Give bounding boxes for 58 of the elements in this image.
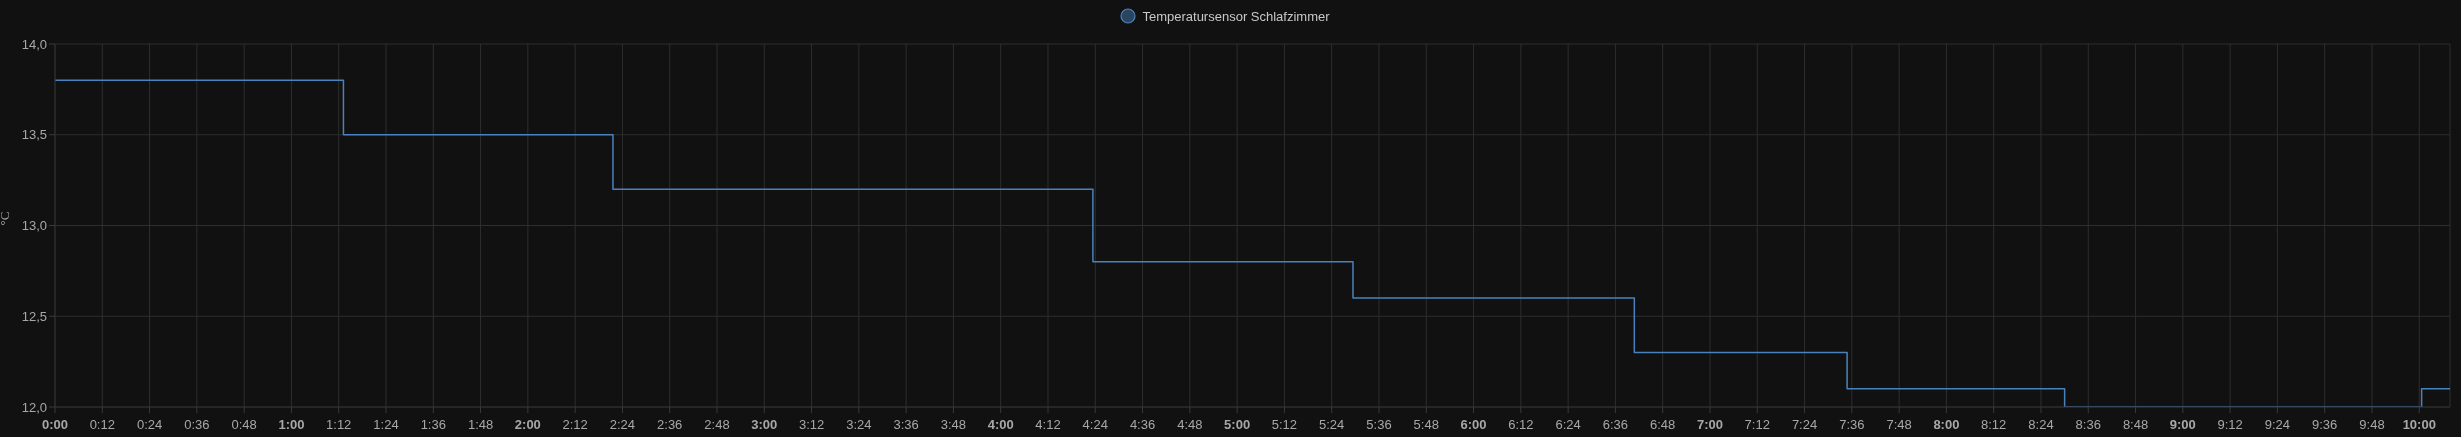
x-tick-label: 2:12 [562, 417, 588, 432]
y-tick-label: 13,5 [21, 127, 47, 143]
x-tick-label: 5:24 [1319, 417, 1345, 432]
x-tick-label: 0:24 [136, 417, 163, 432]
x-tick-label: 4:48 [1177, 417, 1203, 432]
x-tick-label: 0:36 [184, 417, 210, 432]
x-tick-label: 2:36 [657, 417, 683, 432]
x-tick-label: 9:36 [2312, 417, 2338, 432]
x-tick-label: 3:36 [893, 417, 919, 432]
y-tick-label: 12,5 [21, 308, 47, 324]
x-tick-label: 7:36 [1839, 417, 1865, 432]
x-tick-label: 5:00 [1224, 417, 1251, 432]
x-tick-label: 8:48 [2122, 417, 2149, 432]
x-tick-label: 2:48 [704, 417, 730, 432]
x-tick-label: 1:12 [326, 417, 352, 432]
x-tick-label: 6:24 [1555, 417, 1581, 432]
x-tick-label: 3:12 [798, 417, 825, 432]
x-tick-label: 9:24 [2264, 417, 2291, 432]
legend-label: Temperatursensor Schlafzimmer [1141, 8, 1330, 24]
x-tick-label: 4:12 [1035, 417, 1061, 432]
x-tick-label: 8:00 [1933, 417, 1960, 432]
x-tick-label: 2:00 [514, 417, 541, 432]
x-tick-label: 4:24 [1082, 417, 1108, 432]
x-tick-label: 9:00 [2169, 417, 2196, 432]
x-tick-label: 6:12 [1508, 417, 1534, 432]
y-tick-label: 13,0 [21, 218, 47, 234]
x-tick-label: 0:00 [41, 417, 69, 432]
x-tick-label: 3:24 [846, 417, 872, 432]
x-tick-label: 5:48 [1413, 417, 1439, 432]
y-tick-label: 12,0 [21, 399, 47, 415]
x-tick-label: 6:48 [1650, 417, 1676, 432]
x-tick-label: 0:12 [89, 417, 115, 432]
x-tick-label: 9:48 [2359, 417, 2385, 432]
x-tick-label: 7:48 [1886, 417, 1912, 432]
y-axis-title: °C [0, 211, 12, 226]
x-tick-label: 6:36 [1602, 417, 1629, 432]
y-tick-label: 14,0 [21, 36, 47, 52]
x-tick-label: 1:24 [373, 417, 399, 432]
x-tick-label: 2:24 [609, 417, 636, 432]
x-tick-label: 7:12 [1744, 417, 1770, 432]
x-tick-label: 1:48 [467, 417, 494, 432]
x-tick-label: 1:00 [278, 417, 305, 432]
x-tick-label: 4:36 [1129, 417, 1156, 432]
x-tick-label: 5:12 [1271, 417, 1298, 432]
x-tick-label: 1:36 [420, 417, 446, 432]
x-tick-label: 9:12 [2217, 417, 2243, 432]
x-tick-label: 3:48 [940, 417, 967, 432]
x-tick-label: 0:48 [231, 417, 257, 432]
x-tick-label: 6:00 [1460, 417, 1487, 432]
x-tick-label: 3:00 [751, 417, 778, 432]
x-tick-label: 4:00 [987, 417, 1014, 432]
x-tick-label: 10:00 [2402, 417, 2436, 432]
x-tick-label: 5:36 [1366, 417, 1392, 432]
x-tick-label: 8:24 [2028, 417, 2054, 432]
x-tick-label: 7:00 [1696, 417, 1723, 432]
x-tick-label: 8:36 [2075, 417, 2101, 432]
x-tick-label: 8:12 [1981, 417, 2007, 432]
x-tick-label: 7:24 [1791, 417, 1818, 432]
